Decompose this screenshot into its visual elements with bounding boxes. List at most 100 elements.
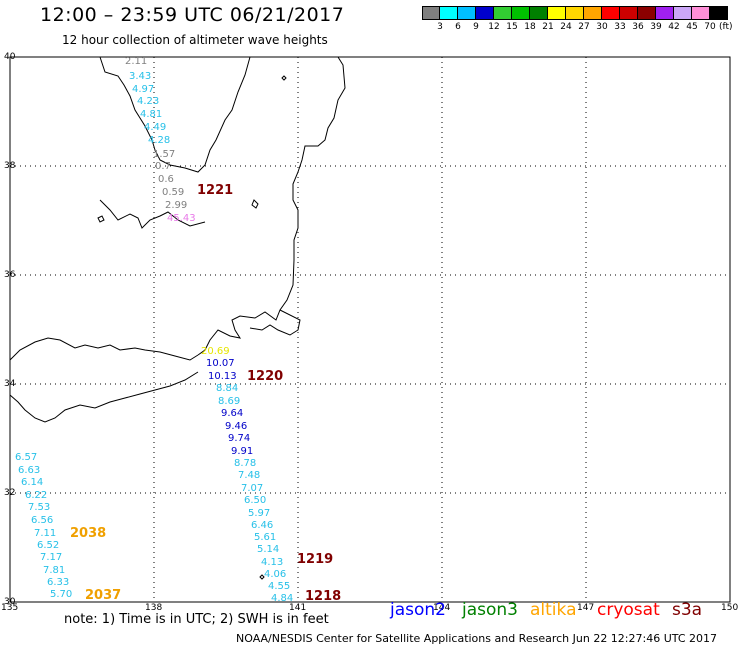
page-subtitle: 12 hour collection of altimeter wave hei… <box>62 33 328 47</box>
wave-height-value: 6.22 <box>25 490 48 501</box>
colorbar-swatch <box>620 6 638 20</box>
wave-height-value: 0.7 <box>155 161 171 172</box>
wave-height-value: 9.74 <box>228 433 251 444</box>
wave-height-value: 2.99 <box>165 200 188 211</box>
wave-height-value: 6.57 <box>15 452 38 463</box>
wave-height-value: 7.17 <box>40 552 63 563</box>
coastline-boso <box>249 309 301 336</box>
wave-height-value: 20.69 <box>201 346 230 357</box>
pass-time-label: 1218 <box>305 589 342 604</box>
colorbar-swatch <box>512 6 530 20</box>
colorbar-swatch <box>494 6 512 20</box>
wave-height-value: 9.91 <box>231 446 254 457</box>
wave-height-value: 4.13 <box>261 557 284 568</box>
wave-height-value: 5.97 <box>248 508 271 519</box>
wave-height-value: 7.53 <box>28 502 51 513</box>
pass-time-label: 1219 <box>297 552 334 567</box>
map-frame <box>9 56 731 603</box>
coastline <box>9 56 346 580</box>
wave-height-value: 7.81 <box>43 565 66 576</box>
colorbar-label: 18 <box>524 22 536 32</box>
lat-tick-label: 36 <box>4 270 16 280</box>
wave-height-value: 4.49 <box>144 122 167 133</box>
colorbar-label: 27 <box>578 22 590 32</box>
lon-tick-label: 141 <box>289 603 307 613</box>
coastline-island-oki <box>97 215 105 223</box>
colorbar-label: 33 <box>614 22 626 32</box>
wave-height-value: 6.52 <box>37 540 60 551</box>
coastline-island-sado <box>251 199 259 209</box>
colorbar-label: 70 <box>704 22 716 32</box>
lat-tick-label: 40 <box>4 52 16 62</box>
wave-height-value: 4.23 <box>137 96 160 107</box>
wave-height-value: 45.43 <box>167 213 196 224</box>
wave-height-value: 6.14 <box>21 477 44 488</box>
wave-height-value: 3.43 <box>129 71 152 82</box>
colorbar-label: 6 <box>455 22 461 32</box>
coastline-honshu-north <box>99 56 251 173</box>
lat-tick-label: 30 <box>4 597 16 607</box>
colorbar-swatch <box>458 6 476 20</box>
wave-height-value: 5.14 <box>257 544 280 555</box>
colorbar-label: 24 <box>560 22 572 32</box>
wave-height-value: 5.61 <box>254 532 277 543</box>
lon-tick-label: 135 <box>1 603 19 613</box>
coastline-honshu-east <box>197 56 346 356</box>
lat-tick-label: 34 <box>4 379 16 389</box>
colorbar-label: 36 <box>632 22 644 32</box>
wave-height-value: 4.28 <box>148 135 171 146</box>
pass-time-label: 1221 <box>197 183 234 198</box>
wave-height-value: 7.11 <box>34 528 57 539</box>
wave-height-value: 7.48 <box>238 470 261 481</box>
wave-height-value: 8.69 <box>218 396 241 407</box>
footer-note: note: 1) Time is in UTC; 2) SWH is in fe… <box>64 612 329 627</box>
wave-height-value: 10.07 <box>206 358 235 369</box>
pass-time-label: 2037 <box>85 588 122 603</box>
colorbar-swatch <box>638 6 656 20</box>
colorbar-swatch <box>692 6 710 20</box>
page-title: 12:00 – 23:59 UTC 06/21/2017 <box>40 4 345 26</box>
colorbar-label: 9 <box>473 22 479 32</box>
wave-height-value: 4.81 <box>140 109 163 120</box>
colorbar-swatch <box>476 6 494 20</box>
pass-time-label: 1220 <box>247 369 284 384</box>
satellite-jason3: jason3 <box>462 600 518 620</box>
lat-tick-label: 32 <box>4 488 16 498</box>
wave-height-value: 2.11 <box>125 56 148 67</box>
lat-tick-label: 38 <box>4 161 16 171</box>
colorbar-label: 30 <box>596 22 608 32</box>
wave-height-value: 4.06 <box>264 569 287 580</box>
colorbar-label: 15 <box>506 22 518 32</box>
colorbar-swatch <box>584 6 602 20</box>
colorbar-label: 3 <box>437 22 443 32</box>
wave-height-value: 0.6 <box>158 174 174 185</box>
colorbar-swatch <box>566 6 584 20</box>
coastline-kii-south <box>9 371 199 423</box>
colorbar-label: 21 <box>542 22 554 32</box>
colorbar-swatch <box>674 6 692 20</box>
wave-height-value: 6.46 <box>251 520 274 531</box>
wave-height-value: 10.13 <box>208 371 237 382</box>
wave-height-value: 5.70 <box>50 589 73 600</box>
coastline-noto <box>99 199 206 229</box>
colorbar-unit: (ft) <box>719 22 733 32</box>
wave-height-value: 7.07 <box>241 483 264 494</box>
colorbar-swatch <box>440 6 458 20</box>
colorbar-swatch <box>548 6 566 20</box>
lon-tick-label: 144 <box>433 603 451 613</box>
colorbar-swatch <box>602 6 620 20</box>
colorbar-label: 42 <box>668 22 680 32</box>
colorbar-label: 12 <box>488 22 500 32</box>
footer-credit: NOAA/NESDIS Center for Satellite Applica… <box>236 632 718 645</box>
colorbar-swatch <box>530 6 548 20</box>
lon-tick-label: 150 <box>721 603 739 613</box>
wave-height-value: 8.84 <box>216 383 239 394</box>
wave-height-value: 9.46 <box>225 421 248 432</box>
satellite-s3a: s3a <box>672 600 703 620</box>
colorbar-label: 45 <box>686 22 698 32</box>
wave-height-value: 9.64 <box>221 408 244 419</box>
wave-height-value: 4.55 <box>268 581 291 592</box>
coastline-kii <box>9 337 199 361</box>
colorbar-swatch <box>656 6 674 20</box>
